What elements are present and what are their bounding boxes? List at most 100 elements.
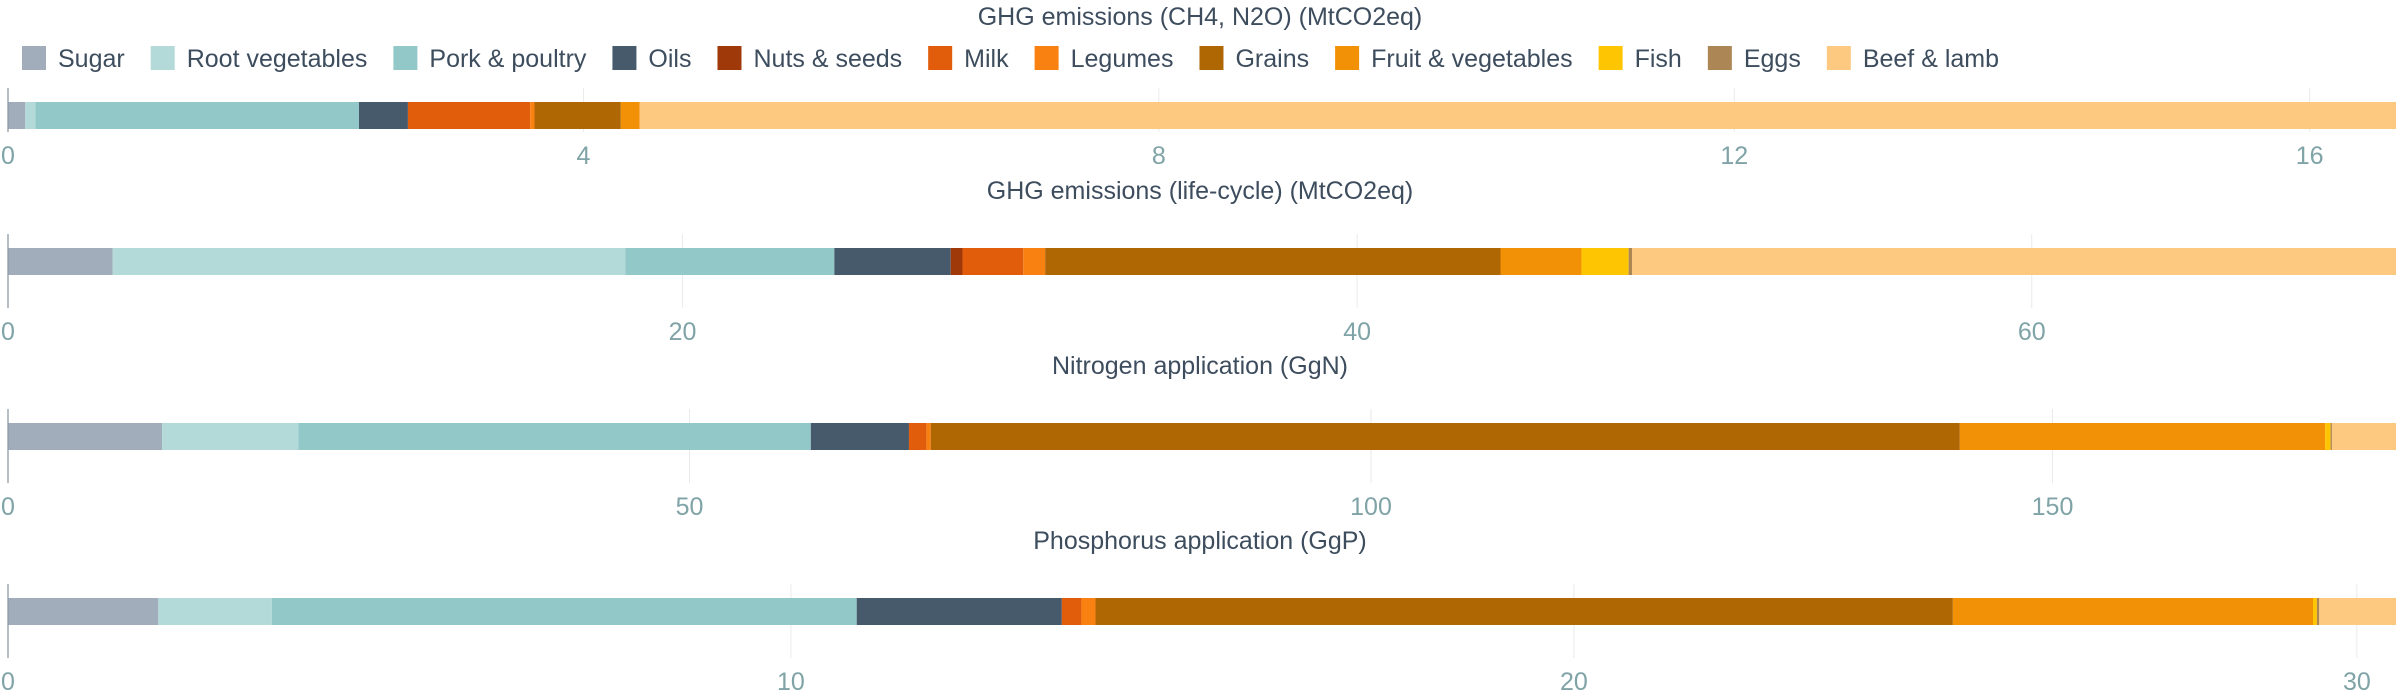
- legend-swatch: [150, 46, 175, 70]
- bar-segment-eggs: [2316, 598, 2320, 625]
- panel-1: GHG emissions (CH4, N2O) (MtCO2eq) 0 4 8 12 1…: [1, 3, 2396, 170]
- tick-label: 0: [1, 318, 15, 346]
- legend-item-oils: Oils: [612, 45, 691, 73]
- bar-segment-grains: [1045, 248, 1501, 275]
- bar-segment-legumes: [1081, 598, 1096, 625]
- bar-segment-sugar: [8, 423, 163, 450]
- legend-swatch: [1598, 46, 1623, 70]
- bar-segment-root-vegetables: [25, 102, 36, 129]
- legend-label: Milk: [964, 45, 1009, 73]
- tick-label: 4: [576, 142, 590, 170]
- legend-label: Nuts & seeds: [753, 45, 902, 73]
- bar-segment-fish: [2313, 598, 2317, 625]
- bar-segment-oils: [834, 248, 951, 275]
- bar-segment-pork-and-poultry: [271, 598, 857, 625]
- bar-segment-oils: [810, 423, 909, 450]
- panel-title: GHG emissions (life-cycle) (MtCO2eq): [987, 177, 1413, 205]
- legend-item-fish: Fish: [1598, 45, 1682, 73]
- legend-label: Beef & lamb: [1863, 45, 1999, 73]
- bar-segment-milk: [962, 248, 1024, 275]
- legend-item-nuts-and-seeds: Nuts & seeds: [717, 45, 902, 73]
- bar-segment-fruit-and-vegetables: [1952, 598, 2314, 625]
- bar-segment-milk: [1061, 598, 1082, 625]
- tick-label: 16: [2296, 142, 2324, 170]
- panel-title: GHG emissions (CH4, N2O) (MtCO2eq): [978, 3, 1423, 31]
- bar-segment-beef-and-lamb: [1632, 248, 2396, 275]
- legend-item-pork-and-poultry: Pork & poultry: [393, 45, 587, 73]
- tick-label: 100: [1350, 493, 1392, 521]
- bar-segment-fish: [2325, 423, 2331, 450]
- panel-4: Phosphorus application (GgP) 0 10 20 30: [1, 527, 2396, 696]
- legend-label: Legumes: [1071, 45, 1174, 73]
- tick-label: 8: [1152, 142, 1166, 170]
- tick-label: 10: [777, 668, 805, 696]
- bar-segment-nuts-and-seeds: [950, 248, 963, 275]
- bar-segment-legumes: [926, 423, 931, 450]
- panel-2: GHG emissions (life-cycle) (MtCO2eq) 0 20 4…: [1, 177, 2396, 346]
- bar-segment-grains: [1095, 598, 1953, 625]
- tick-label: 20: [669, 318, 697, 346]
- legend-swatch: [1335, 46, 1360, 70]
- legend-label: Fish: [1635, 45, 1682, 73]
- panel-title: Nitrogen application (GgN): [1052, 352, 1348, 380]
- tick-label: 30: [2343, 668, 2371, 696]
- legend-swatch: [612, 46, 637, 70]
- bar-segment-root-vegetables: [162, 423, 299, 450]
- legend-swatch: [1034, 46, 1059, 70]
- panel-3: Nitrogen application (GgN) 0 50 100 150: [1, 352, 2396, 521]
- bar-segment-legumes: [1023, 248, 1046, 275]
- legend: Sugar Root vegetables Pork & poultry Oils Nu…: [22, 45, 1999, 73]
- legend-swatch: [393, 46, 418, 70]
- bar-segment-pork-and-poultry: [625, 248, 835, 275]
- bar-segment-milk: [407, 102, 531, 129]
- bar-segment-root-vegetables: [112, 248, 626, 275]
- bar-segment-root-vegetables: [158, 598, 272, 625]
- bar-segment-pork-and-poultry: [298, 423, 811, 450]
- legend-label: Pork & poultry: [429, 45, 587, 73]
- bar-segment-milk: [908, 423, 927, 450]
- bar-segment-beef-and-lamb: [2319, 598, 2396, 625]
- panel-title: Phosphorus application (GgP): [1033, 527, 1367, 555]
- bar-segment-beef-and-lamb: [639, 102, 2396, 129]
- legend-item-eggs: Eggs: [1707, 45, 1801, 73]
- bar-segment-beef-and-lamb: [2331, 423, 2396, 450]
- bar-segment-grains: [534, 102, 621, 129]
- legend-swatch: [1707, 46, 1732, 70]
- legend-item-sugar: Sugar: [22, 45, 125, 73]
- tick-label: 12: [1720, 142, 1748, 170]
- bar-segment-oils: [856, 598, 1062, 625]
- legend-item-beef-and-lamb: Beef & lamb: [1826, 45, 1999, 73]
- tick-label: 0: [1, 142, 15, 170]
- tick-label: 60: [2018, 318, 2046, 346]
- bar-segment-sugar: [8, 248, 113, 275]
- tick-label: 0: [1, 668, 15, 696]
- tick-label: 150: [2032, 493, 2074, 521]
- legend-swatch: [22, 46, 46, 70]
- legend-item-grains: Grains: [1199, 45, 1309, 73]
- bar-segment-sugar: [8, 598, 159, 625]
- tick-label: 0: [1, 493, 15, 521]
- legend-label: Grains: [1235, 45, 1309, 73]
- legend-swatch: [717, 46, 742, 70]
- tick-label: 20: [1560, 668, 1588, 696]
- legend-label: Eggs: [1744, 45, 1801, 73]
- legend-item-root-vegetables: Root vegetables: [150, 45, 367, 73]
- bar-segment-fruit-and-vegetables: [1500, 248, 1582, 275]
- legend-label: Sugar: [58, 45, 125, 73]
- bar-segment-fish: [1581, 248, 1629, 275]
- bar-segment-eggs: [1628, 248, 1633, 275]
- legend-swatch: [1826, 46, 1851, 70]
- bar-segment-sugar: [8, 102, 26, 129]
- bar-segment-fruit-and-vegetables: [620, 102, 640, 129]
- legend-item-fruit-and-vegetables: Fruit & vegetables: [1335, 45, 1573, 73]
- legend-item-milk: Milk: [928, 45, 1009, 73]
- legend-swatch: [928, 46, 953, 70]
- legend-label: Fruit & vegetables: [1371, 45, 1573, 73]
- bar-segment-eggs: [2330, 423, 2332, 450]
- legend-swatch: [1199, 46, 1224, 70]
- bar-segment-pork-and-poultry: [35, 102, 360, 129]
- bar-segment-grains: [930, 423, 1960, 450]
- bar-segment-legumes: [530, 102, 535, 129]
- bar-segment-oils: [359, 102, 408, 129]
